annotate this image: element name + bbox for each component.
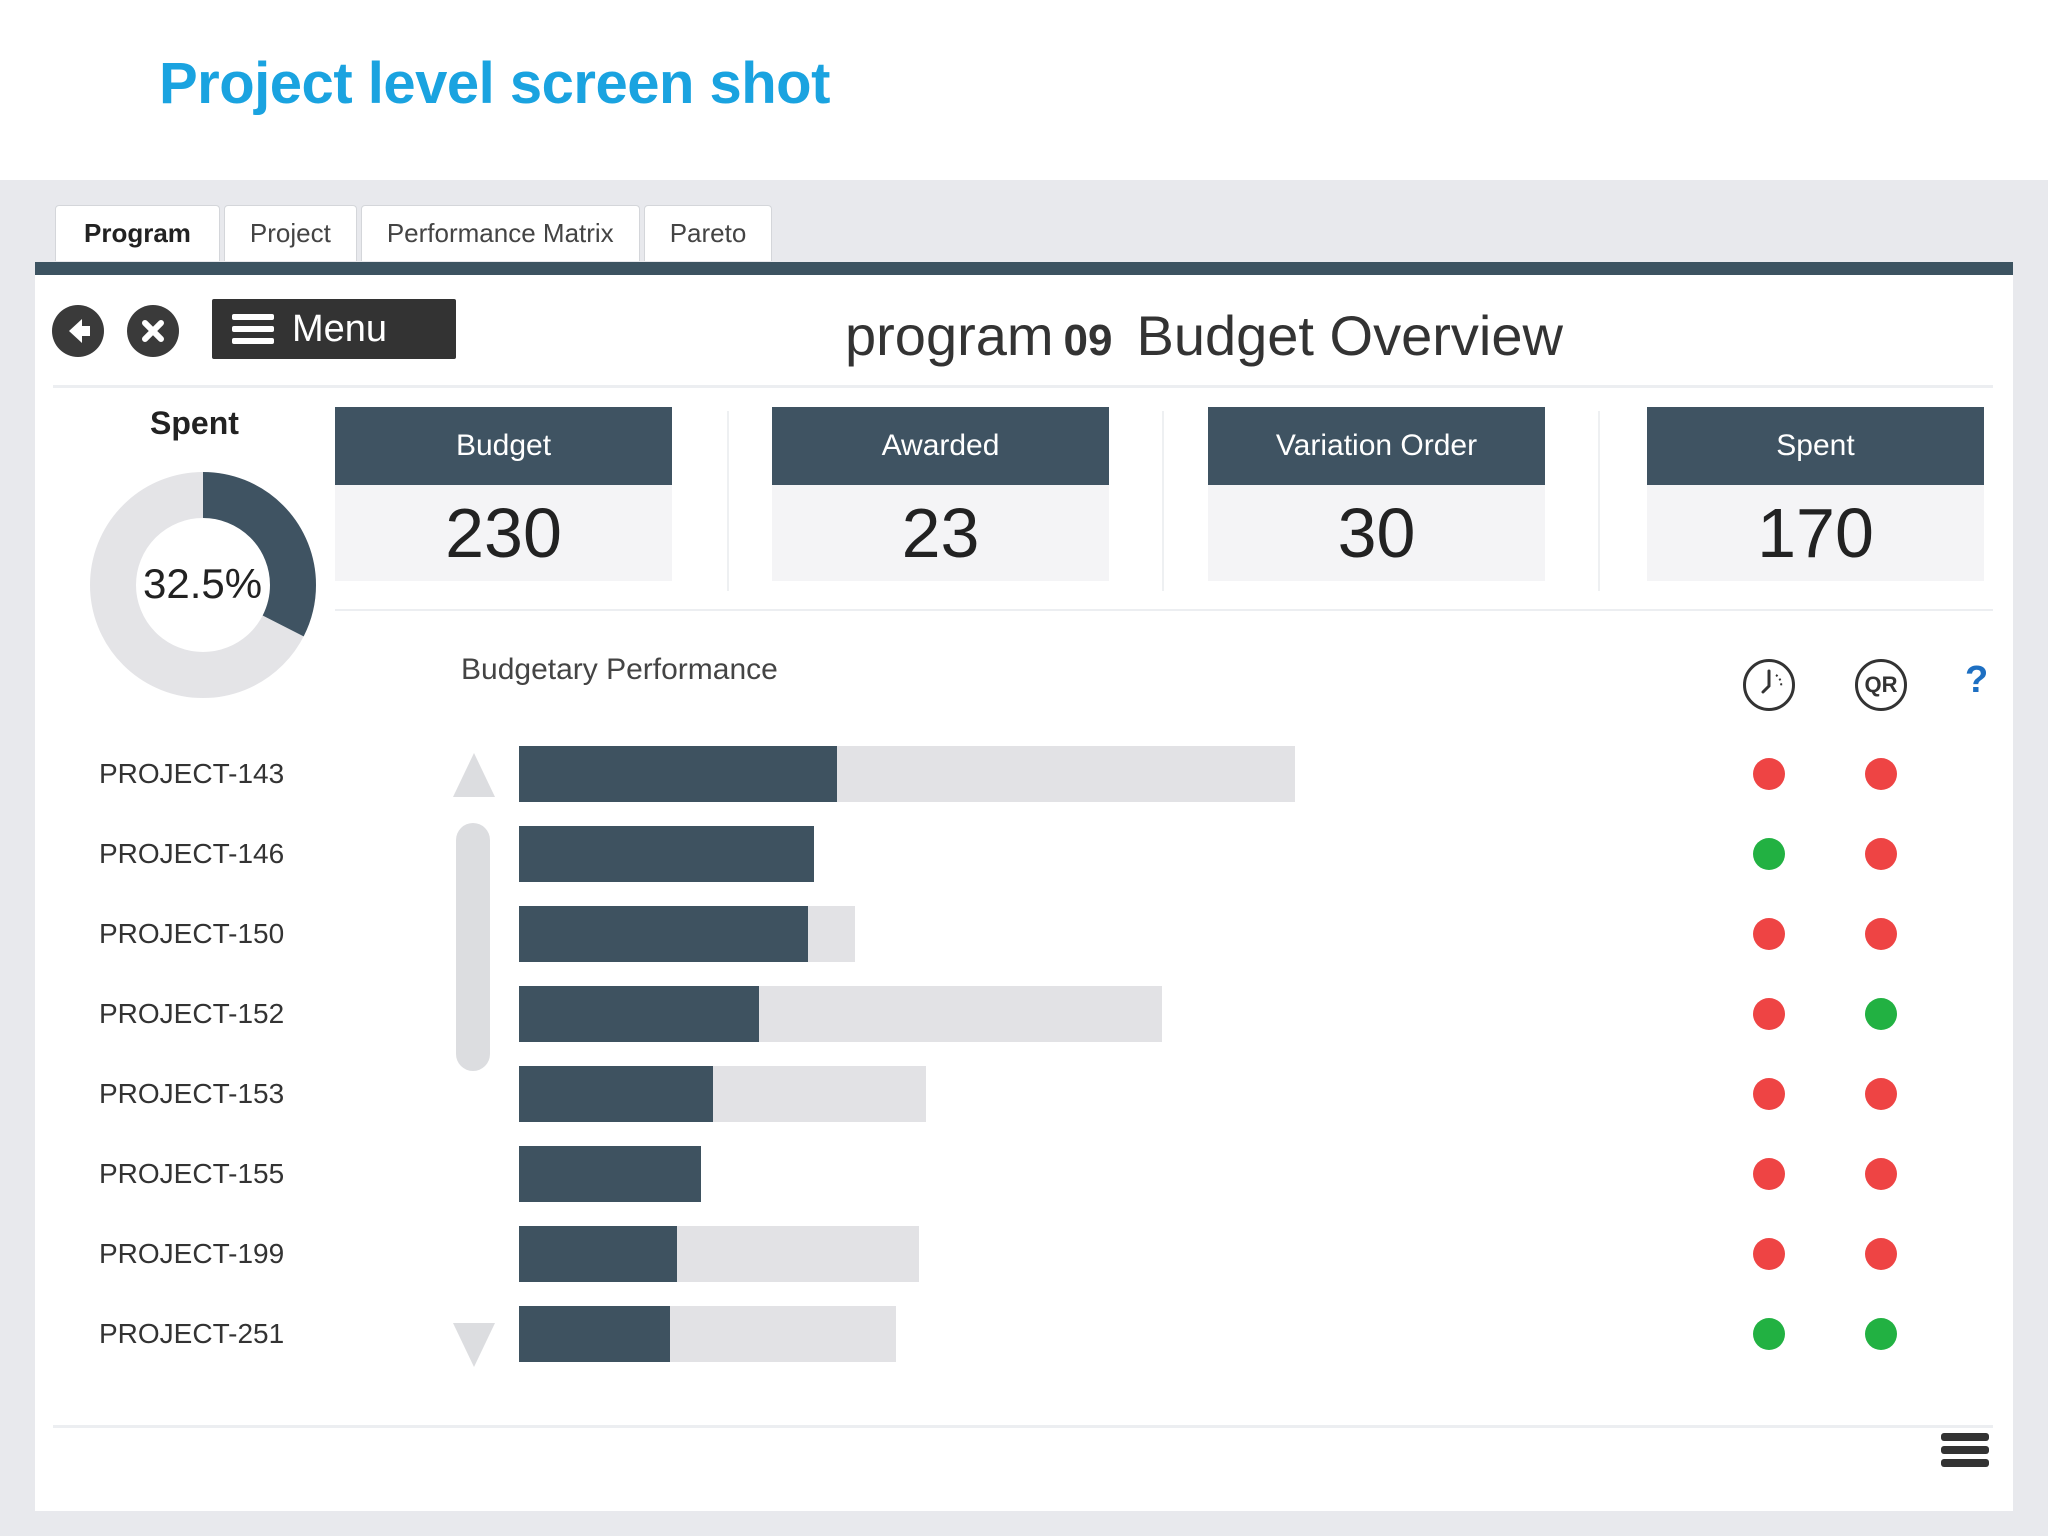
qr-status-dot [1865,758,1897,790]
spent-bar[interactable] [519,1306,670,1362]
tab-project[interactable]: Project [223,205,357,261]
slide-title: Project level screen shot [159,51,830,116]
qr-icon[interactable]: QR [1855,659,1907,711]
close-button[interactable] [127,305,179,357]
dashboard-panel: Menu program 09 Budget Overview Spent 32.5… [35,275,2013,1511]
page-title-text: Budget Overview [1136,304,1563,367]
spent-donut-label: Spent [150,405,239,441]
kpi-spent-label: Spent [1647,407,1984,485]
project-label[interactable]: PROJECT-199 [99,1238,285,1269]
page-title: program 09 Budget Overview [845,303,1563,368]
time-status-dot [1753,1158,1785,1190]
menu-button[interactable]: Menu [212,299,456,359]
tab-pareto[interactable]: Pareto [643,205,773,261]
footer-menu-icon[interactable] [1941,1433,1989,1467]
kpi-variation-order-value: 30 [1337,494,1416,572]
project-label[interactable]: PROJECT-153 [99,1078,285,1109]
time-status-dot [1753,838,1785,870]
time-status-dot [1753,1238,1785,1270]
tab-performance-matrix[interactable]: Performance Matrix [360,205,640,261]
spent-bar[interactable] [519,1146,701,1202]
kpi-divider [1598,411,1600,591]
kpi-divider-line [335,609,1993,611]
qr-status-dot [1865,1158,1897,1190]
clock-hands-icon [1761,669,1783,694]
project-label[interactable]: PROJECT-251 [99,1318,285,1349]
spent-bar[interactable] [519,826,814,882]
kpi-budget-value: 230 [445,494,562,572]
scroll-up-arrow-icon[interactable] [453,753,495,797]
kpi-spent-value: 170 [1757,494,1874,572]
project-label[interactable]: PROJECT-150 [99,918,285,949]
spent-bar[interactable] [519,1066,713,1122]
spent-bar[interactable] [519,906,808,962]
program-word: program [845,304,1054,367]
tab-bar: Program Project Performance Matrix Paret… [55,205,773,261]
spent-bar[interactable] [519,1226,677,1282]
kpi-awarded: Awarded 23 [772,407,1109,581]
qr-status-dot [1865,1318,1897,1350]
spent-bar[interactable] [519,986,759,1042]
kpi-divider [727,411,729,591]
kpi-divider [1162,411,1164,591]
footer-divider [53,1425,1993,1428]
donut-spent-arc [90,472,316,698]
project-label[interactable]: PROJECT-143 [99,758,285,789]
project-label[interactable]: PROJECT-155 [99,1158,285,1189]
kpi-awarded-label: Awarded [772,407,1109,485]
kpi-variation-order-label: Variation Order [1208,407,1545,485]
time-status-dot [1753,918,1785,950]
project-label[interactable]: PROJECT-146 [99,838,285,869]
budgetary-performance-title: Budgetary Performance [461,653,778,686]
scroll-down-arrow-icon[interactable] [453,1323,495,1367]
kpi-budget: Budget 230 [335,407,672,581]
close-icon [142,320,164,342]
kpi-budget-label: Budget [335,407,672,485]
kpi-spent: Spent 170 [1647,407,1984,581]
qr-status-dot [1865,1078,1897,1110]
hamburger-icon [232,314,274,344]
time-status-dot [1753,758,1785,790]
header-divider [53,385,1993,388]
program-number: 09 [1063,316,1113,365]
qr-status-dot [1865,918,1897,950]
app-window: Program Project Performance Matrix Paret… [0,180,2048,1536]
help-icon[interactable]: ? [1965,659,1989,701]
back-button[interactable] [52,305,104,357]
kpi-awarded-value: 23 [901,494,980,572]
kpi-variation-order: Variation Order 30 [1208,407,1545,581]
time-status-dot [1753,1318,1785,1350]
tab-accent-bar [35,262,2013,275]
qr-status-dot [1865,838,1897,870]
spent-donut-chart [90,472,316,698]
time-status-dot [1753,998,1785,1030]
spent-percent: 32.5% [143,560,263,607]
tab-program[interactable]: Program [55,205,220,261]
qr-label: QR [1864,672,1898,697]
spent-bar[interactable] [519,746,837,802]
qr-status-dot [1865,998,1897,1030]
menu-label: Menu [292,307,388,350]
time-status-dot [1753,1078,1785,1110]
qr-status-dot [1865,1238,1897,1270]
project-label[interactable]: PROJECT-152 [99,998,285,1029]
clock-icon[interactable] [1743,659,1795,711]
back-arrow-icon [69,319,90,343]
scrollbar[interactable] [456,823,490,1071]
